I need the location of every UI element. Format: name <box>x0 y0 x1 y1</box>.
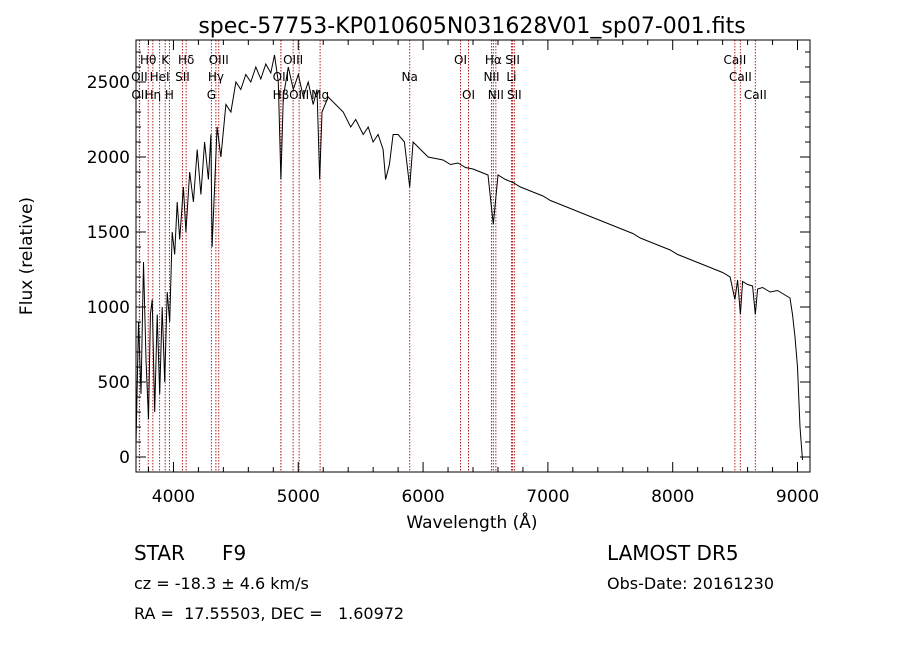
line-marker-label: CaII <box>729 70 752 84</box>
line-marker-label: Hθ <box>140 53 156 67</box>
y-tick-label: 500 <box>98 373 130 393</box>
line-marker-label: G <box>207 88 216 102</box>
line-marker-label: OIII <box>289 88 309 102</box>
spectral-line-markers <box>138 40 756 472</box>
line-marker-label: NII <box>483 70 499 84</box>
line-marker-label: OI <box>462 88 475 102</box>
y-tick-label: 2500 <box>87 73 130 93</box>
velocity-label: cz = -18.3 ± 4.6 km/s <box>134 574 309 593</box>
x-tick-label: 9000 <box>776 487 819 507</box>
object-class-label: STAR <box>134 541 185 565</box>
line-marker-label: H <box>165 88 174 102</box>
line-marker-label: SII <box>507 88 522 102</box>
chart-title: spec-57753-KP010605N031628V01_sp07-001.f… <box>198 14 745 39</box>
line-marker-label: OI <box>454 53 467 67</box>
y-tick-label: 1500 <box>87 223 130 243</box>
line-marker-label: Hβ <box>273 88 290 102</box>
line-marker-label: SII <box>175 70 190 84</box>
line-marker-label: HeI <box>150 70 170 84</box>
line-marker-label: NII <box>488 88 504 102</box>
subclass-label: F9 <box>222 541 246 565</box>
x-tick-label: 5000 <box>277 487 320 507</box>
y-tick-label: 2000 <box>87 148 130 168</box>
line-marker-label: OII <box>131 88 148 102</box>
line-marker-label: CaII <box>744 88 767 102</box>
x-tick-label: 4000 <box>152 487 195 507</box>
y-axis-ticks: 0 500 1000 1500 2000 2500 <box>87 51 810 468</box>
x-axis-ticks: 4000 5000 6000 7000 8000 9000 <box>147 40 819 507</box>
line-marker-label: CaII <box>723 53 746 67</box>
spectrum-series-line <box>135 54 803 461</box>
line-marker-label: Li <box>506 70 516 84</box>
x-tick-label: 8000 <box>651 487 694 507</box>
line-marker-label: K <box>161 53 170 67</box>
y-tick-label: 1000 <box>87 298 130 318</box>
line-marker-label: Na <box>402 70 418 84</box>
y-axis-label: Flux (relative) <box>17 197 37 315</box>
x-tick-label: 7000 <box>526 487 569 507</box>
obs-date-label: Obs-Date: 20161230 <box>607 574 774 593</box>
survey-label: LAMOST DR5 <box>607 541 739 565</box>
coordinates-label: RA = 17.55503, DEC = 1.60972 <box>134 604 404 623</box>
line-marker-label: Mg <box>311 88 329 102</box>
line-marker-label: SII <box>505 53 520 67</box>
y-tick-label: 0 <box>119 448 130 468</box>
line-marker-label: Hα <box>485 53 502 67</box>
line-marker-label: Hγ <box>208 70 224 84</box>
line-marker-label: OIII <box>209 53 229 67</box>
line-marker-label: Hδ <box>178 53 194 67</box>
x-tick-label: 6000 <box>401 487 444 507</box>
x-axis-label: Wavelength (Å) <box>406 511 537 533</box>
line-marker-label: OIII <box>283 53 303 67</box>
line-marker-label: Hη <box>145 88 162 102</box>
line-marker-label: OII <box>131 70 148 84</box>
